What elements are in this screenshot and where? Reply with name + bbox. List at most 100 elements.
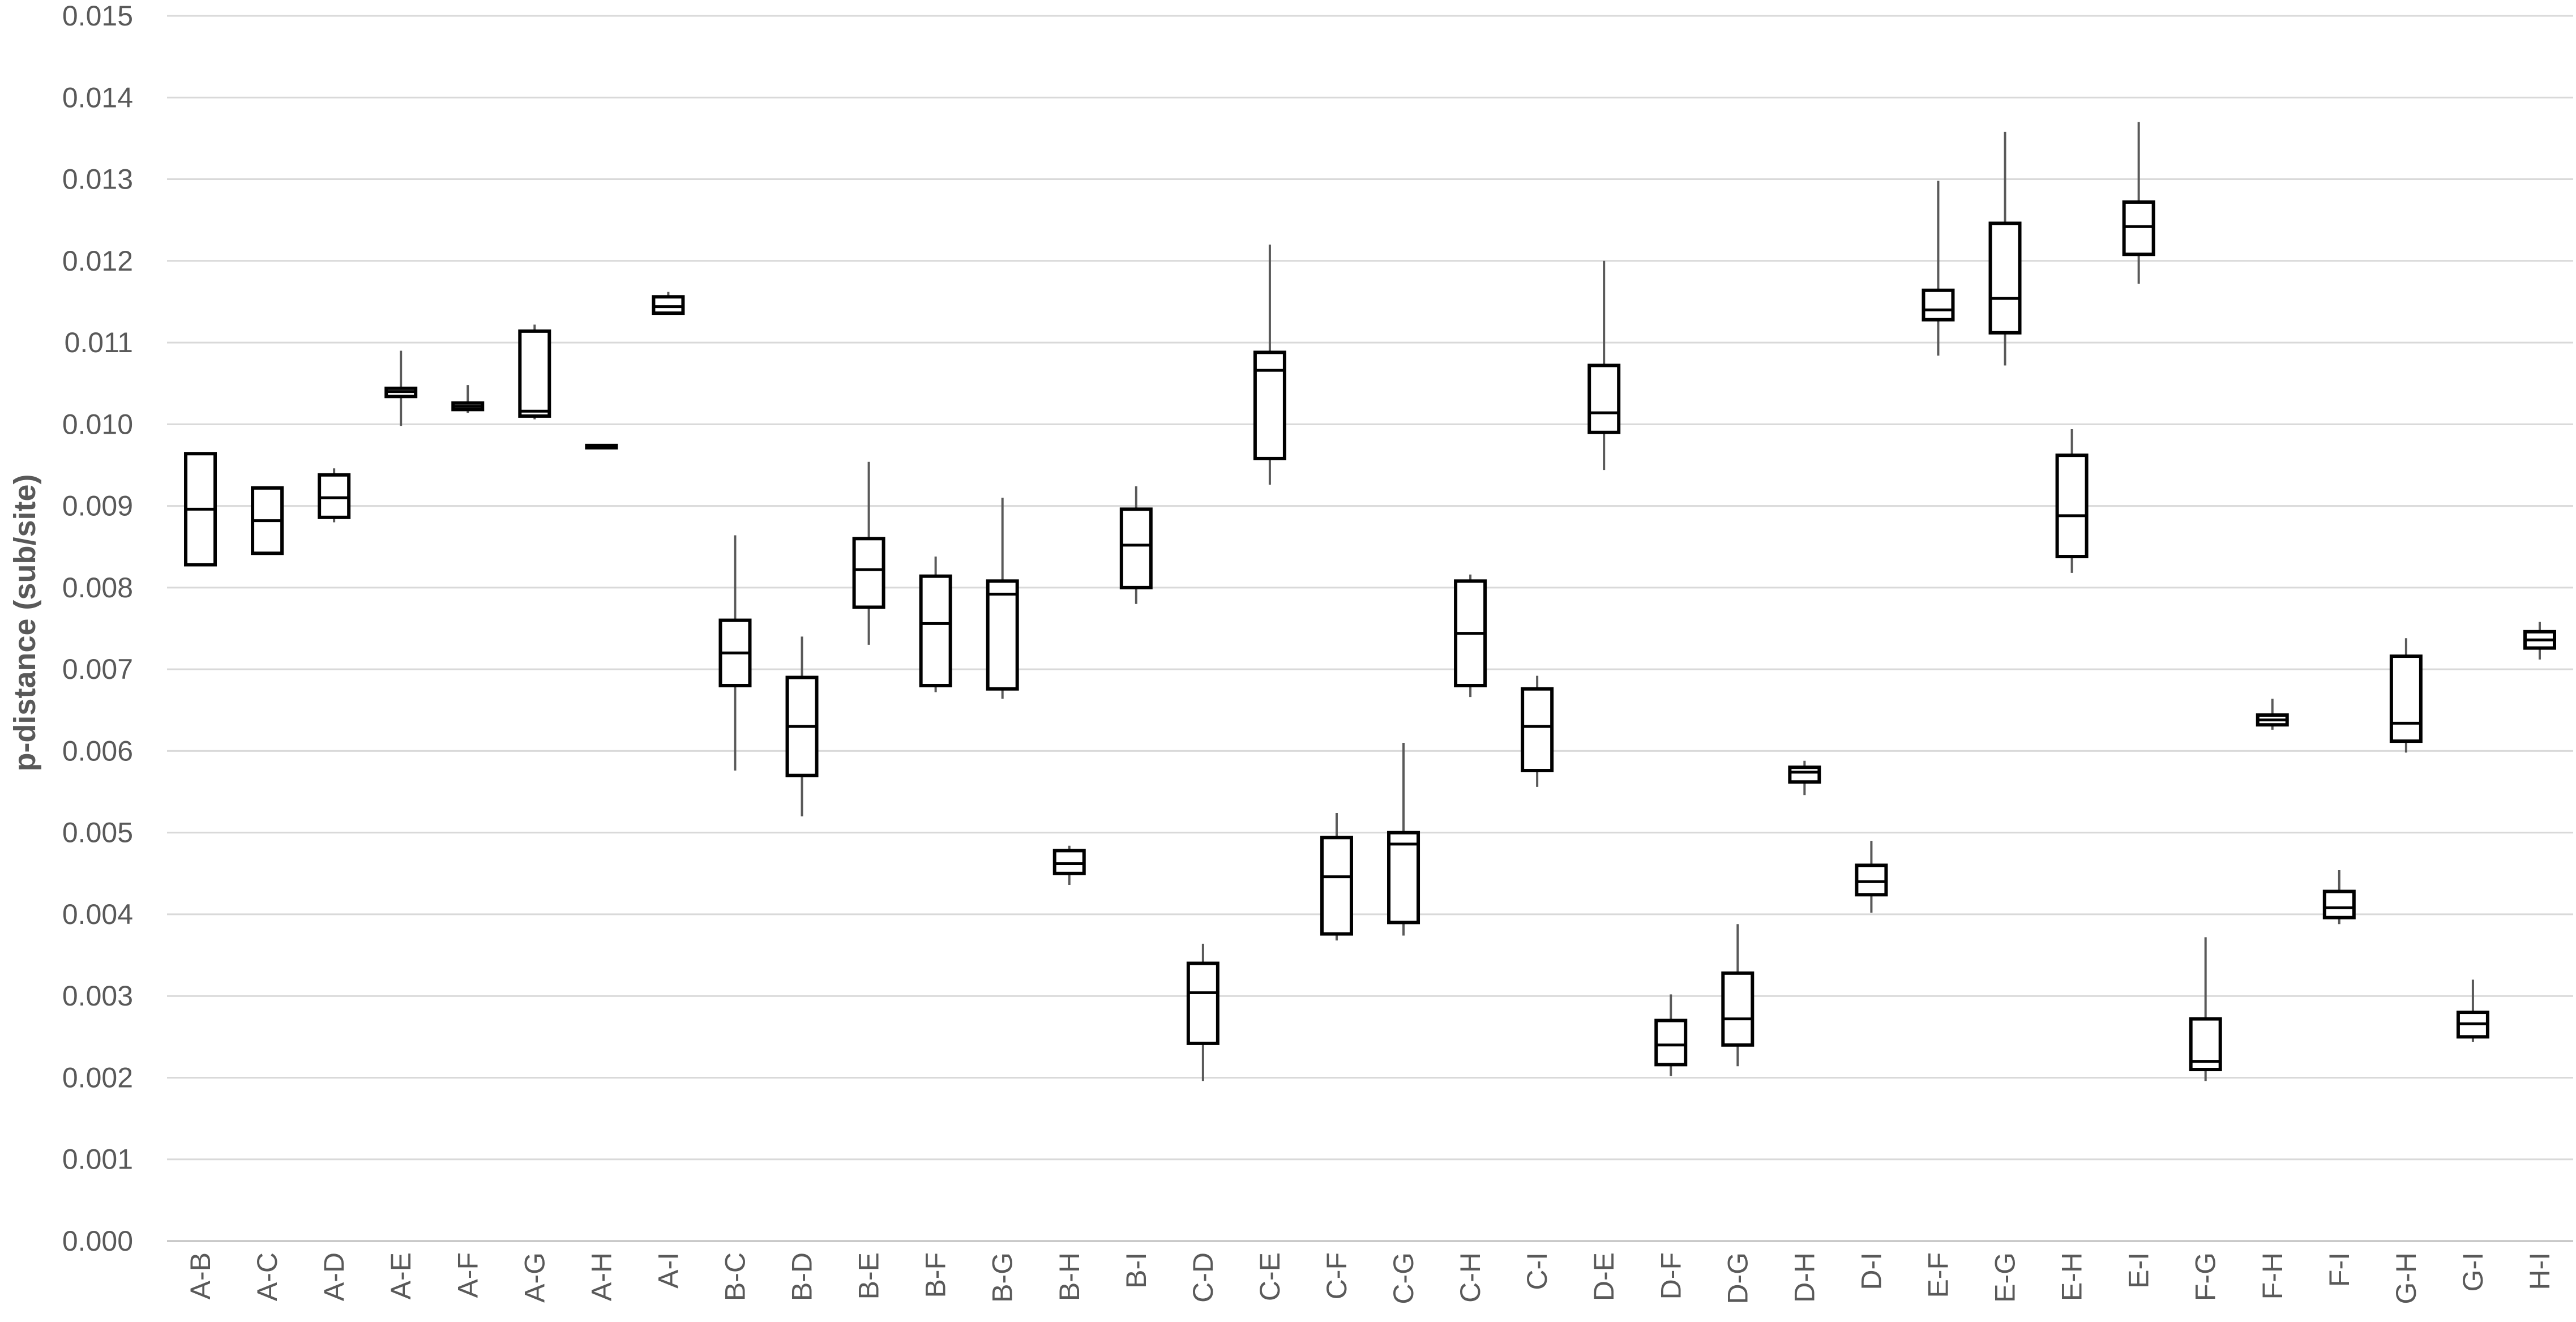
box-D-I <box>1855 841 1888 913</box>
x-tick-label: C-F <box>1321 1252 1353 1299</box>
iqr-box <box>1721 971 1755 1047</box>
box-F-G <box>2189 937 2222 1081</box>
x-tick-label: A-I <box>652 1252 684 1289</box>
x-tick-label: A-D <box>318 1252 350 1301</box>
box-C-I <box>1521 675 1554 787</box>
y-axis-tick-labels: 0.000 0.001 0.002 0.003 0.004 0.005 0.006 0.007… <box>62 0 133 1257</box>
x-tick-label: G-I <box>2457 1252 2489 1291</box>
box-C-H <box>1454 574 1487 698</box>
box-B-D <box>785 636 819 816</box>
box-B-G <box>986 498 1019 699</box>
box-A-F <box>451 385 485 413</box>
x-tick-label: H-I <box>2524 1252 2556 1290</box>
x-tick-label: A-G <box>519 1252 550 1303</box>
box-B-F <box>919 557 952 692</box>
iqr-box <box>1587 363 1621 434</box>
iqr-box <box>1788 765 1821 784</box>
iqr-box <box>1186 961 1219 1045</box>
y-tick-label: 0.002 <box>62 1062 133 1093</box>
iqr-box <box>1320 836 1353 936</box>
x-tick-label: C-I <box>1521 1252 1553 1290</box>
x-tick-label: A-H <box>585 1252 617 1301</box>
x-tick-label: E-I <box>2123 1252 2155 1289</box>
y-tick-label: 0.012 <box>62 245 133 277</box>
x-tick-label: F-G <box>2190 1252 2222 1301</box>
x-tick-label: D-F <box>1655 1252 1687 1299</box>
box-C-D <box>1186 943 1219 1081</box>
box-C-E <box>1253 244 1286 485</box>
x-tick-label: B-E <box>853 1252 885 1299</box>
box-A-D <box>318 468 351 523</box>
box-C-F <box>1320 813 1353 941</box>
x-tick-label: B-H <box>1054 1252 1085 1301</box>
x-tick-label: A-F <box>452 1252 483 1298</box>
y-tick-label: 0.009 <box>62 490 133 522</box>
iqr-box <box>852 537 885 609</box>
box-A-E <box>384 350 418 426</box>
x-tick-label: E-H <box>2056 1252 2088 1301</box>
x-tick-label: A-E <box>385 1252 417 1299</box>
box-C-G <box>1387 742 1420 936</box>
box-A-I <box>652 292 685 315</box>
x-tick-label: B-I <box>1120 1252 1152 1289</box>
box-F-I <box>2322 870 2356 925</box>
y-tick-label: 0.015 <box>62 0 133 32</box>
box-A-G <box>518 324 551 420</box>
box-E-I <box>2122 122 2155 284</box>
box-H-I <box>2523 622 2556 660</box>
iqr-box <box>1922 288 1955 322</box>
iqr-box <box>1253 350 1286 460</box>
x-tick-label: F-H <box>2257 1252 2288 1299</box>
iqr-box <box>518 329 551 418</box>
iqr-box <box>1052 849 1086 875</box>
box-E-F <box>1922 181 1955 356</box>
x-tick-label: E-G <box>1989 1252 2021 1303</box>
iqr-box <box>2122 200 2155 256</box>
x-tick-label: G-H <box>2390 1252 2422 1304</box>
y-tick-label: 0.013 <box>62 164 133 195</box>
iqr-box <box>986 579 1019 691</box>
iqr-box <box>1119 507 1153 589</box>
x-tick-label: A-B <box>185 1252 216 1299</box>
y-tick-label: 0.010 <box>62 408 133 440</box>
box-B-E <box>852 461 885 645</box>
y-tick-label: 0.004 <box>62 899 133 930</box>
box-A-B <box>184 452 217 567</box>
box-series <box>184 122 2556 1081</box>
box-E-G <box>1988 131 2022 366</box>
iqr-box <box>652 295 685 315</box>
x-tick-label: C-H <box>1454 1252 1486 1303</box>
gridlines <box>167 15 2573 1242</box>
x-axis-tick-labels: A-B A-C A-D A-E A-F A-G A-H A-I B-C B-D B-E B-F B-G B… <box>185 1252 2556 1304</box>
box-F-H <box>2256 699 2289 730</box>
iqr-box <box>1855 863 1888 897</box>
iqr-box <box>1521 687 1554 773</box>
x-tick-label: B-G <box>987 1252 1019 1303</box>
iqr-box <box>318 473 351 519</box>
y-tick-label: 0.008 <box>62 572 133 604</box>
iqr-box <box>2055 453 2089 559</box>
box-G-I <box>2456 979 2489 1042</box>
box-A-C <box>251 486 284 555</box>
iqr-box <box>1988 221 2022 335</box>
x-tick-label: A-C <box>251 1252 283 1301</box>
iqr-box <box>2389 654 2423 743</box>
x-tick-label: F-I <box>2323 1252 2355 1287</box>
y-tick-label: 0.003 <box>62 980 133 1012</box>
iqr-box <box>1387 831 1420 925</box>
x-tick-label: C-G <box>1388 1252 1419 1304</box>
y-tick-label: 0.001 <box>62 1144 133 1175</box>
box-B-C <box>718 535 752 771</box>
iqr-box <box>919 574 952 687</box>
box-D-F <box>1654 994 1688 1076</box>
y-tick-label: 0.006 <box>62 735 133 767</box>
x-tick-label: B-D <box>786 1252 818 1301</box>
y-tick-label: 0.011 <box>65 327 133 358</box>
y-tick-label: 0.007 <box>62 653 133 685</box>
x-tick-label: E-F <box>1922 1252 1954 1298</box>
box-D-E <box>1587 260 1621 470</box>
x-tick-label: C-D <box>1187 1252 1219 1303</box>
y-tick-label: 0.014 <box>62 82 133 113</box>
